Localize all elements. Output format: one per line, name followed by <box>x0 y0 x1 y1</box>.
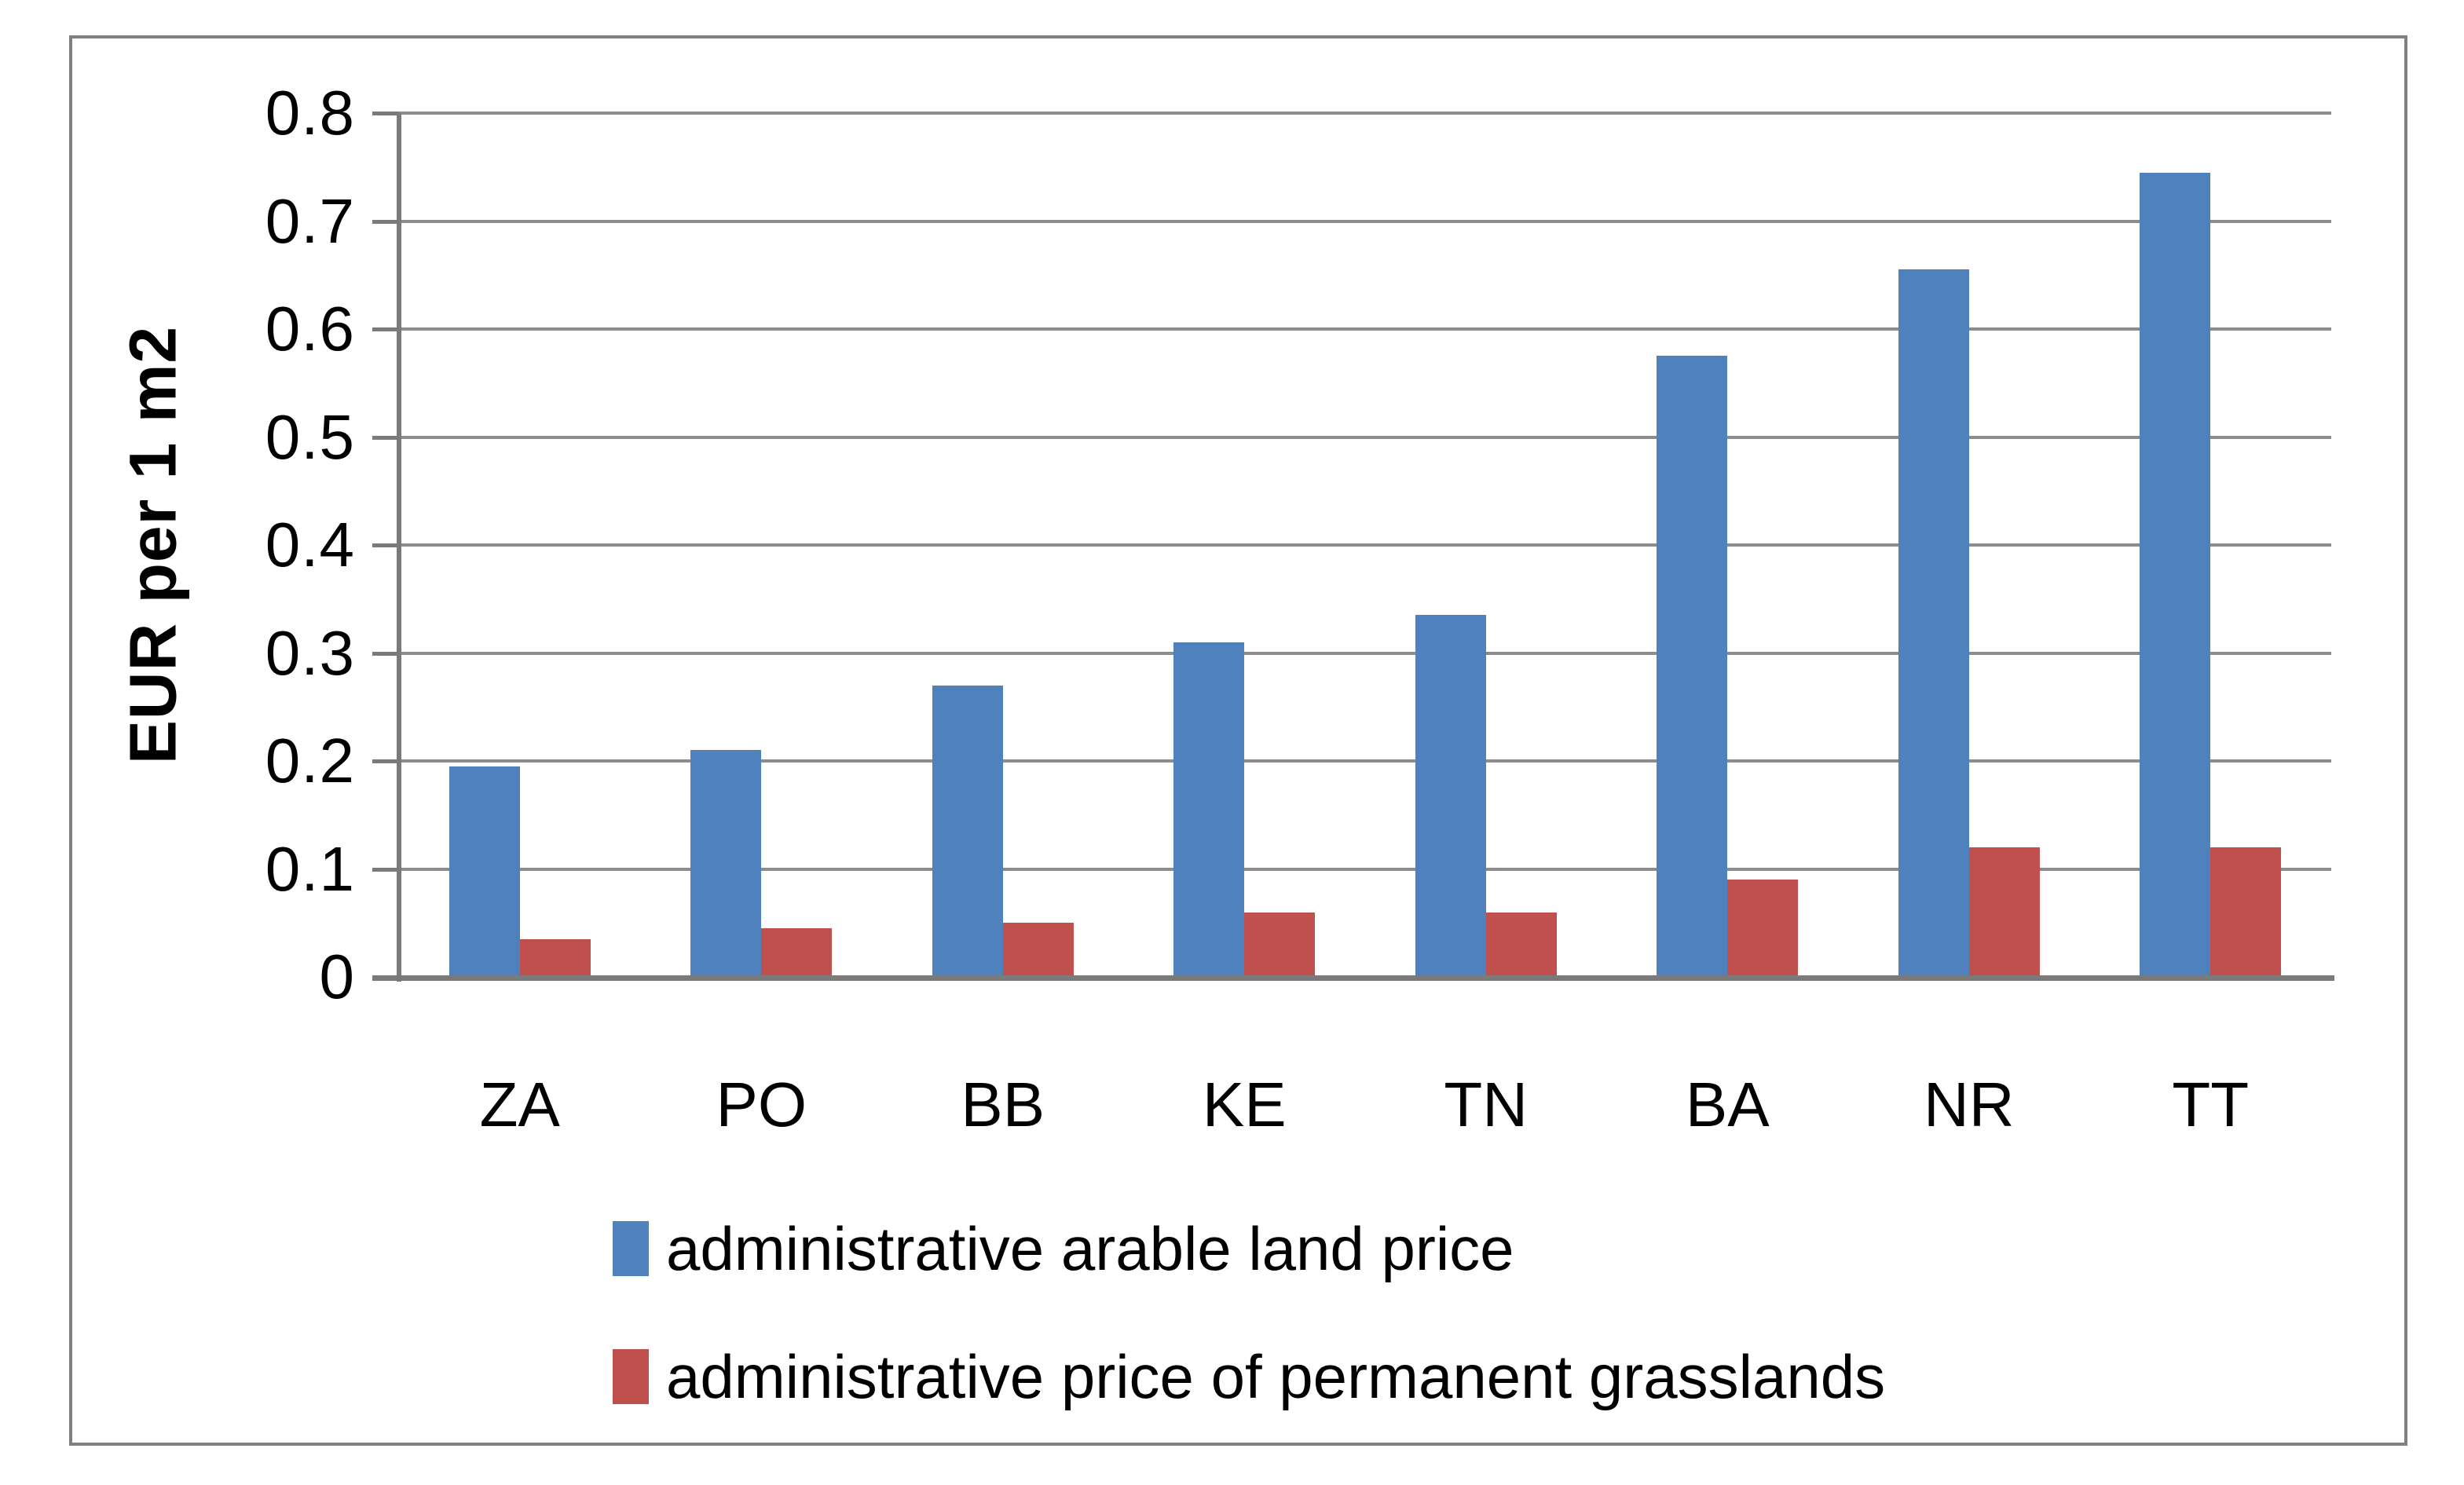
bar-arable-TN <box>1415 615 1486 977</box>
x-label-KE: KE <box>1202 1070 1287 1139</box>
y-tick-0.2 <box>372 759 399 763</box>
x-label-BB: BB <box>961 1070 1045 1139</box>
y-tick-label-0.6: 0.6 <box>265 294 355 364</box>
bar-grasslands-BB <box>1002 923 1074 977</box>
legend-label-arable: administrative arable land price <box>666 1214 1514 1283</box>
x-label-TT: TT <box>2172 1070 2250 1139</box>
bar-arable-TT <box>2140 172 2211 977</box>
y-tick-0.8 <box>372 112 399 115</box>
bar-arable-PO <box>690 750 762 977</box>
y-tick-label-0.3: 0.3 <box>265 617 355 688</box>
y-tick-label-0.5: 0.5 <box>265 401 355 472</box>
legend-item-grasslands: administrative price of permanent grassl… <box>613 1343 1885 1410</box>
y-tick-0.4 <box>372 543 399 547</box>
y-tick-0.1 <box>372 867 399 872</box>
legend-swatch-grasslands <box>613 1349 649 1404</box>
bar-grasslands-NR <box>1968 847 2040 977</box>
y-tick-label-0.8: 0.8 <box>265 78 355 148</box>
legend-label-grasslands: administrative price of permanent grassl… <box>666 1342 1886 1411</box>
gridline-0.6 <box>399 327 2331 331</box>
x-label-PO: PO <box>716 1070 807 1139</box>
bar-grasslands-KE <box>1244 912 1316 977</box>
x-label-BA: BA <box>1685 1070 1770 1139</box>
y-axis-line <box>397 113 401 982</box>
gridline-0.5 <box>399 435 2331 439</box>
gridline-0.1 <box>399 867 2331 871</box>
y-tick-label-0.1: 0.1 <box>265 833 355 904</box>
bar-grasslands-BA <box>1727 880 1799 977</box>
bar-grasslands-TN <box>1485 912 1557 977</box>
bar-arable-ZA <box>448 766 520 977</box>
y-tick-0.7 <box>372 219 399 224</box>
bar-arable-BB <box>932 685 1003 977</box>
y-tick-0.5 <box>372 435 399 440</box>
gridline-0.3 <box>399 651 2331 655</box>
y-tick-0.6 <box>372 327 399 331</box>
gridline-0.4 <box>399 543 2331 547</box>
y-tick-label-0.7: 0.7 <box>265 185 355 256</box>
y-tick-label-0.2: 0.2 <box>265 726 355 796</box>
gridline-0.7 <box>399 219 2331 223</box>
x-axis-line <box>372 975 2334 981</box>
bar-arable-NR <box>1898 269 1969 977</box>
bar-grasslands-ZA <box>519 938 591 977</box>
bar-arable-BA <box>1657 356 1728 977</box>
legend-swatch-arable <box>613 1221 649 1276</box>
bar-arable-KE <box>1173 642 1245 977</box>
x-label-TN: TN <box>1444 1070 1529 1139</box>
y-tick-0.3 <box>372 651 399 656</box>
legend-item-arable: administrative arable land price <box>613 1215 1514 1282</box>
bar-grasslands-TT <box>2210 847 2282 977</box>
gridline-0.8 <box>399 112 2331 115</box>
y-tick-label-0: 0 <box>319 942 355 1011</box>
x-label-ZA: ZA <box>479 1070 560 1139</box>
gridline-0.2 <box>399 759 2331 763</box>
x-label-NR: NR <box>1923 1070 2015 1139</box>
y-tick-label-0.4: 0.4 <box>265 510 355 580</box>
bar-grasslands-PO <box>761 928 833 977</box>
